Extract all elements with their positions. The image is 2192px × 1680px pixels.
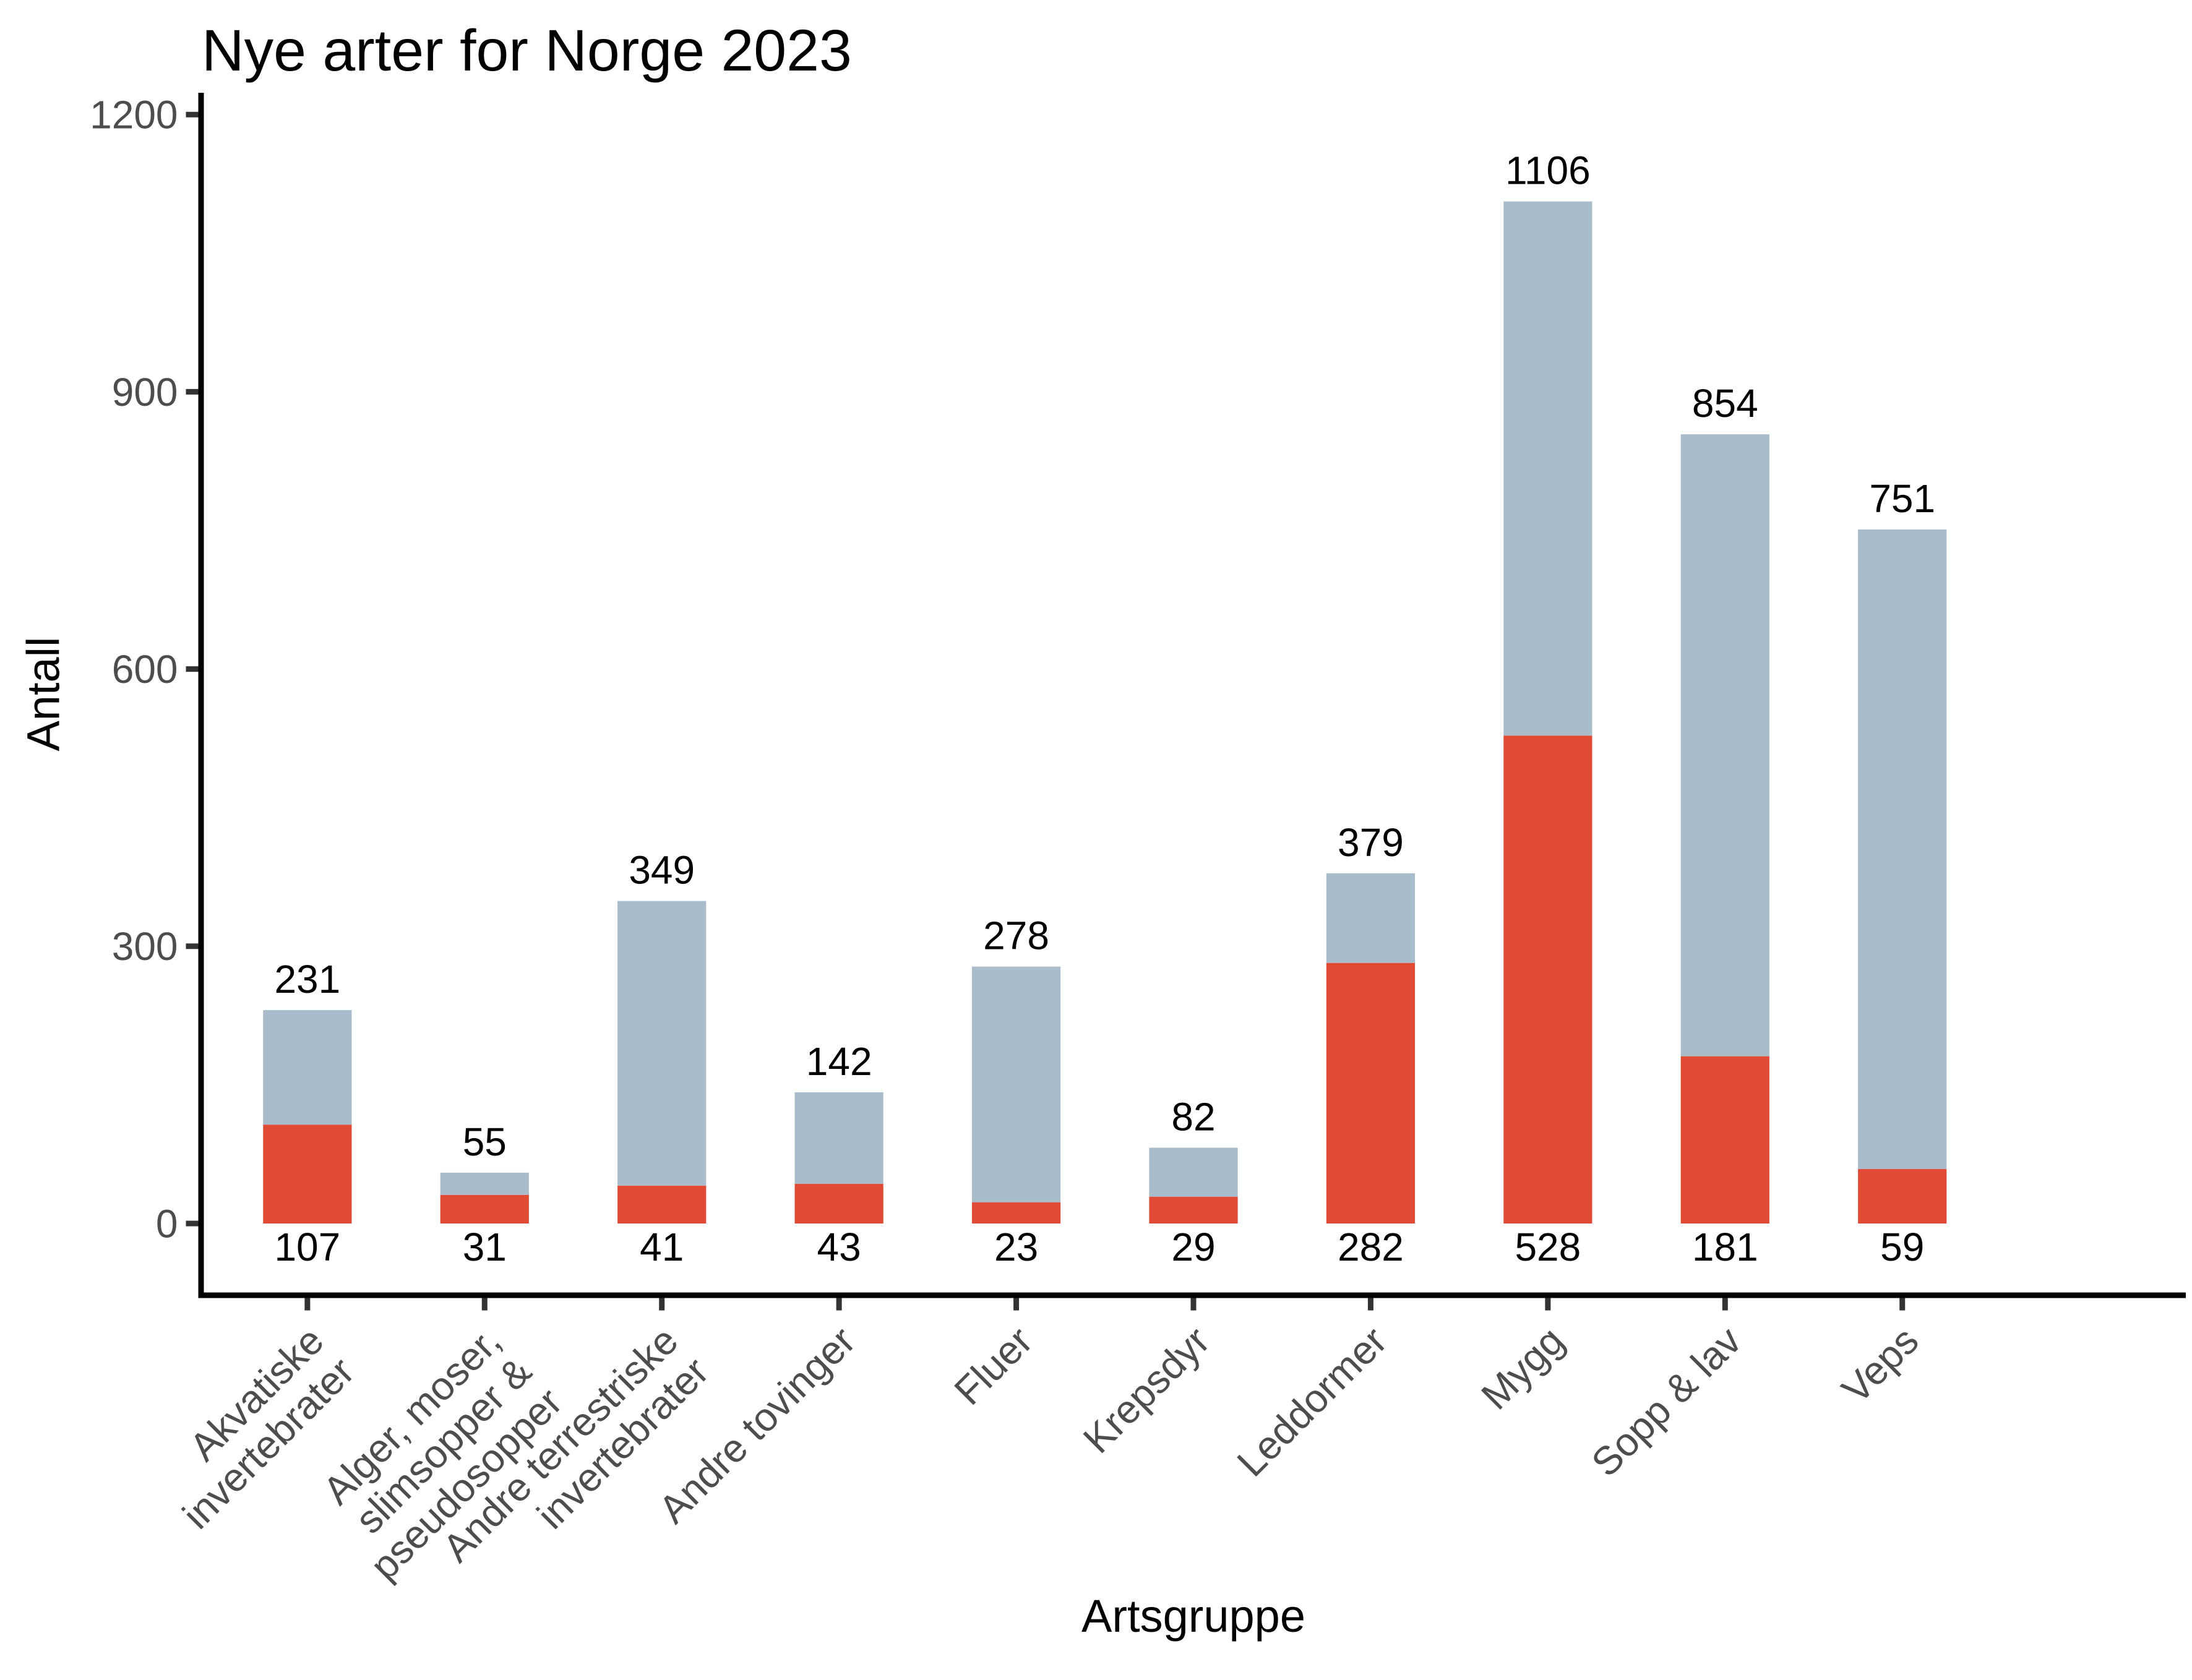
- x-tick-label: Leddormer: [1229, 1318, 1396, 1485]
- x-tick-label: Mygg: [1472, 1318, 1573, 1418]
- bar-segment-red: [617, 1185, 707, 1224]
- chart-title: Nye arter for Norge 2023: [202, 18, 852, 84]
- bar-bottom-label: 282: [1338, 1225, 1404, 1269]
- bar-segment-blue: [1326, 873, 1416, 963]
- bar-segment-blue: [1680, 434, 1769, 1056]
- y-tick-label: 1200: [90, 93, 178, 137]
- x-axis-title: Artsgruppe: [1081, 1590, 1305, 1642]
- bar-bottom-label: 29: [1171, 1225, 1215, 1269]
- bar-bottom-label: 528: [1515, 1225, 1581, 1269]
- bar-segment-red: [263, 1125, 352, 1224]
- bar-total-label: 142: [806, 1039, 872, 1084]
- y-tick-label: 0: [156, 1201, 178, 1246]
- bar-segment-red: [1149, 1196, 1238, 1224]
- bar-bottom-label: 181: [1692, 1225, 1758, 1269]
- y-tick-label: 600: [112, 647, 178, 692]
- bar-total-label: 82: [1171, 1094, 1215, 1139]
- bar-segment-blue: [1858, 529, 1947, 1169]
- bar-total-label: 349: [629, 848, 695, 893]
- bar-bottom-label: 31: [463, 1225, 507, 1269]
- y-tick-label: 900: [112, 370, 178, 414]
- bar-bottom-label: 23: [994, 1225, 1038, 1269]
- bar-segment-blue: [1149, 1147, 1238, 1197]
- bar-segment-blue: [794, 1092, 883, 1184]
- bar-segment-blue: [440, 1172, 529, 1195]
- bar-segment-red: [1858, 1168, 1947, 1224]
- bar-total-label: 751: [1869, 476, 1935, 521]
- bar-bottom-label: 43: [817, 1225, 861, 1269]
- bar-segment-blue: [971, 966, 1061, 1202]
- bar-total-label: 1106: [1505, 148, 1591, 193]
- x-tick-label: Krepsdyr: [1075, 1318, 1218, 1462]
- bar-total-label: 55: [463, 1120, 507, 1164]
- bar-bottom-label: 107: [274, 1225, 340, 1269]
- bar-segment-blue: [1503, 201, 1592, 736]
- bar-segment-red: [1680, 1056, 1769, 1224]
- bar-segment-red: [794, 1183, 883, 1224]
- bar-segment-blue: [263, 1009, 352, 1125]
- bar-total-label: 379: [1338, 820, 1404, 865]
- bar-segment-red: [1326, 962, 1416, 1224]
- y-tick-label: 300: [112, 924, 178, 969]
- bar-segment-blue: [617, 901, 707, 1186]
- bar-total-label: 278: [983, 914, 1049, 958]
- x-tick-label: Veps: [1833, 1318, 1927, 1412]
- x-tick-label: Akvatiskeinvertebrater: [144, 1318, 363, 1537]
- bar-total-label: 231: [274, 957, 340, 1001]
- x-tick-label: Fluer: [945, 1318, 1041, 1413]
- bar-segment-red: [1503, 735, 1592, 1224]
- bar-total-label: 854: [1692, 381, 1758, 426]
- x-tick-label: Sopp & lav: [1583, 1318, 1750, 1485]
- bar-segment-red: [971, 1202, 1061, 1224]
- bar-segment-red: [440, 1194, 529, 1224]
- bar-bottom-label: 59: [1880, 1225, 1924, 1269]
- bar-bottom-label: 41: [640, 1225, 684, 1269]
